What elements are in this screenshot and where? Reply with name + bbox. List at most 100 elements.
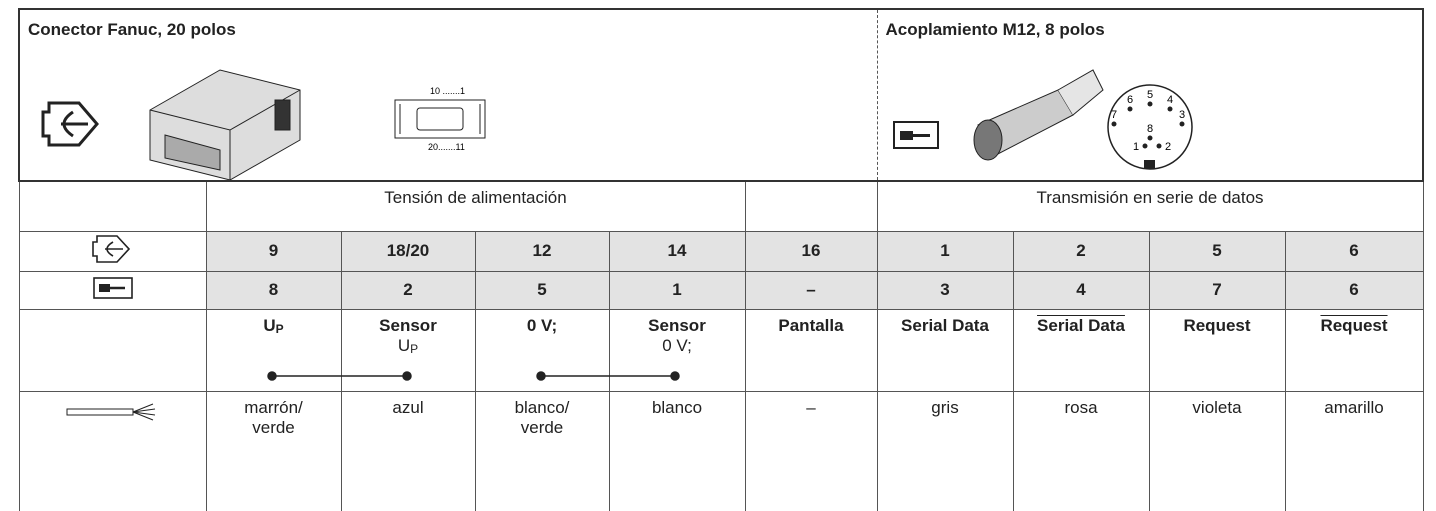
signal-line2: 0 V; (662, 335, 692, 355)
m12-pins-row: 8 2 5 1–3 4 7 6 (18, 270, 1424, 310)
empty-cell (744, 180, 878, 232)
wire-color: rosa (1012, 390, 1150, 511)
signal-cell: Sensor UP (340, 308, 476, 392)
fanuc-title: Conector Fanuc, 20 polos (28, 20, 236, 39)
pin (1142, 143, 1147, 149)
pin-number: – (744, 270, 878, 310)
signal-name: Sensor (379, 315, 437, 335)
m12-title: Acoplamiento M12, 8 polos (885, 20, 1105, 39)
wire-color-line: gris (931, 397, 959, 417)
pin-label: 2 (1164, 141, 1170, 153)
m12-symbol (92, 276, 133, 299)
signal-cell: Serial Data (1012, 308, 1150, 392)
group-label: Tensión de alimentación (205, 180, 746, 232)
icon-cell (18, 230, 207, 272)
signal-cell: UP (205, 308, 342, 392)
pin-label: 8 (1146, 123, 1152, 135)
pin-label: 3 (1178, 109, 1184, 121)
signal-name: U (263, 315, 276, 335)
m12-symbol (892, 121, 939, 149)
pin-label: 5 (1146, 89, 1152, 101)
pin-number: 1 (876, 230, 1014, 272)
m12-drawings: 1 2 34 5 67 8 (892, 69, 1193, 170)
key (1143, 160, 1155, 169)
fanuc-pinout: 10 .......1 20.......11 (394, 86, 486, 152)
pin-number: 3 (876, 270, 1014, 310)
wire-color-line: verde (252, 417, 295, 437)
signal-line2: U (397, 335, 411, 355)
wire-color: – (744, 390, 878, 511)
pin-number: 18/20 (340, 230, 476, 272)
pin (1147, 101, 1152, 107)
pin-number: 5 (474, 270, 610, 310)
signal-name: Pantalla (778, 315, 844, 335)
signal-sub: P (410, 341, 419, 356)
pin-number: 7 (1148, 270, 1286, 310)
pin-number: 14 (608, 230, 746, 272)
pin-label: 10 .......1 (430, 86, 465, 96)
header-row: Conector Fanuc, 20 polos 10 .......1 20.… (18, 8, 1424, 182)
empty-cell (18, 308, 207, 392)
pin-label: 7 (1110, 109, 1116, 121)
signal-cell: Request (1284, 308, 1424, 392)
m12-connector (973, 69, 1104, 161)
fanuc-symbol (41, 101, 99, 147)
wire-color-line: rosa (1064, 397, 1098, 417)
pin-label: 6 (1126, 94, 1132, 106)
wire-color-line: verde (520, 417, 564, 437)
signal-name: Request (1183, 315, 1251, 335)
pinout-table: Conector Fanuc, 20 polos 10 .......1 20.… (18, 8, 1424, 511)
pin-number: 8 (205, 270, 342, 310)
signal-cell: 0 V; (474, 308, 610, 392)
fanuc-drawings: 10 .......1 20.......11 (41, 69, 486, 180)
wire-color: violeta (1148, 390, 1286, 511)
signal-name: Request (1320, 315, 1388, 335)
icon-cell (18, 390, 207, 511)
wire-color-line: blanco/ (514, 397, 570, 417)
pin-number: 4 (1012, 270, 1150, 310)
signal-row: UP Sensor UP 0 V; Sensor 0 V; Pantalla Serial D… (18, 308, 1424, 392)
pin-number: 2 (340, 270, 476, 310)
pin-number: 16 (744, 230, 878, 272)
pin-number: 12 (474, 230, 610, 272)
wire-color-line: blanco (651, 397, 703, 417)
pin (1167, 106, 1172, 112)
wire-color: marrón/verde (205, 390, 342, 511)
fanuc-pins-row: 9 18/20 12 14 16 1 2 5 6 (18, 230, 1424, 272)
signal-name: Serial Data (901, 315, 989, 335)
pin-number: 6 (1284, 270, 1424, 310)
pin-number: 1 (608, 270, 746, 310)
pin (1127, 106, 1132, 112)
wire-color: blanco/verde (474, 390, 610, 511)
wire-color: azul (340, 390, 476, 511)
group-row: Tensión de alimentación Transmisión en se… (18, 180, 1424, 232)
signal-cell: Request (1148, 308, 1286, 392)
fanuc-symbol (91, 234, 130, 263)
fanuc-connector (149, 69, 301, 180)
pin-number: 9 (205, 230, 342, 272)
pin-number: 2 (1012, 230, 1150, 272)
icon-cell (18, 270, 207, 310)
empty-cell (18, 180, 207, 232)
pin (1111, 121, 1116, 127)
pin-number: 5 (1148, 230, 1286, 272)
color-row: marrón/verde azul blanco/verde blanco – gris r… (18, 390, 1424, 511)
wire-color-line: violeta (1192, 397, 1242, 417)
pin-label: 20.......11 (428, 142, 465, 152)
group-label: Transmisión en serie de datos (876, 180, 1424, 232)
pin-number: 6 (1284, 230, 1424, 272)
cable-icon (66, 403, 155, 420)
pin (1156, 143, 1161, 149)
wire-color-line: marrón/ (244, 397, 303, 417)
pin-label: 1 (1132, 141, 1138, 153)
wire-color: blanco (608, 390, 746, 511)
signal-cell: Pantalla (744, 308, 878, 392)
wire-color: amarillo (1284, 390, 1424, 511)
pin (1147, 135, 1152, 141)
signal-name: Sensor (648, 315, 706, 335)
fanuc-header: Conector Fanuc, 20 polos 10 .......1 20.… (18, 8, 878, 182)
signal-name: 0 V; (526, 315, 558, 335)
pin (1179, 121, 1184, 127)
signal-cell: Serial Data (876, 308, 1014, 392)
